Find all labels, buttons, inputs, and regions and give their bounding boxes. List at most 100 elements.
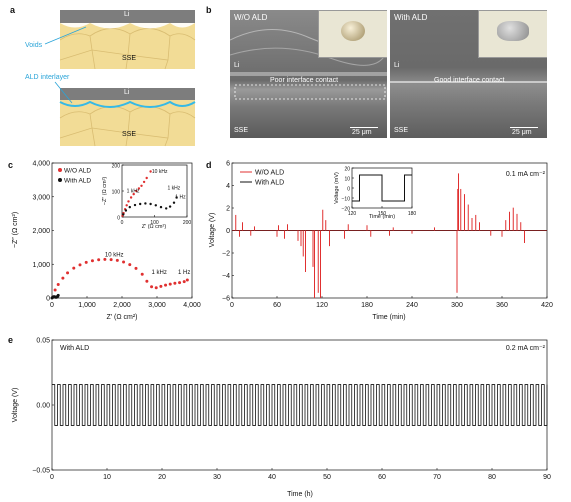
chart-d-ytick-label: −6 — [222, 296, 230, 303]
chart-c-inset-point-woald — [127, 200, 130, 203]
chart-c-annot-10khz: 10 kHz — [105, 253, 124, 259]
ald-interlayer-line — [59, 100, 196, 108]
chart-c-point-woald — [53, 288, 57, 292]
chart-d-ytick-label: 6 — [226, 161, 230, 168]
sem-image-right: With ALD Li Good interface contact SSE 2… — [390, 10, 547, 138]
chart-c-xtick-label: 2,000 — [113, 302, 131, 309]
chart-c-point-woald — [140, 272, 144, 276]
voids-top — [60, 23, 195, 29]
chart-e-ytick-label: 0.05 — [36, 338, 50, 345]
top-li-text: Li — [124, 11, 130, 18]
bottom-sse-text: SSE — [122, 131, 137, 138]
chart-d-inset-ylabel: Voltage (mV) — [334, 172, 340, 204]
chart-c-inset-point-withald — [124, 209, 128, 212]
ald-arrow — [54, 81, 73, 104]
chart-c-inset-bg — [122, 165, 187, 217]
chart-e-xtick-label: 90 — [543, 474, 551, 481]
chart-d-inset-trace — [352, 174, 412, 202]
chart-c-inset-point-woald — [142, 180, 146, 184]
schematic-bottom — [54, 81, 196, 147]
chart-d-xtick-label: 60 — [273, 302, 281, 309]
chart-d-ytick-label: −4 — [222, 273, 230, 280]
chart-c-inset-ytick-label: 200 — [112, 164, 121, 170]
li-layer-top — [60, 10, 195, 23]
chart-c-inset-point-withald — [154, 204, 157, 207]
chart-c-point-woald — [97, 258, 101, 262]
chart-c-ytick-label: 0 — [46, 296, 50, 303]
photo-right — [478, 10, 547, 58]
chart-d-xtick-label: 180 — [361, 302, 373, 309]
chart-c-point-woald — [182, 280, 186, 284]
chart-c-point-woald — [178, 281, 182, 285]
left-li: Li — [234, 62, 240, 69]
right-contact: Good interface contact — [434, 77, 505, 84]
left-scale: 25 μm — [352, 129, 372, 136]
chart-c-point-woald — [56, 283, 60, 286]
panel-d-label: d — [206, 160, 212, 170]
right-title: With ALD — [394, 13, 428, 22]
chart-d-inset-ytick-label: −10 — [342, 197, 351, 203]
left-sse: SSE — [234, 127, 249, 134]
chart-d-xtick-label: 240 — [406, 302, 418, 309]
chart-e-xtick-label: 10 — [103, 474, 111, 481]
panel-a-label: a — [10, 5, 16, 15]
bottom-li-text: Li — [124, 89, 130, 96]
chart-d-xlabel: Time (min) — [372, 314, 405, 321]
chart-c-inset-ylabel: −Z″ (Ω cm²) — [102, 177, 108, 206]
chart-c-point-woald — [164, 283, 168, 287]
chart-d-xtick-label: 120 — [316, 302, 328, 309]
li-disk-right — [497, 21, 529, 41]
chart-d-ylabel: Voltage (V) — [209, 213, 216, 248]
chart-d-ytick-label: 4 — [226, 183, 230, 190]
schematic-top — [44, 10, 196, 70]
chart-c-inset-point-withald — [133, 203, 137, 207]
chart-c-point-woald — [90, 259, 94, 263]
ald-interlayer-text: ALD interlayer — [25, 74, 70, 81]
chart-e-axes: 0 10 20 30 40 50 60 70 80 90 0.05 0.00 −0.05 — [32, 338, 551, 482]
chart-e-legend: With ALD — [60, 345, 89, 352]
chart-c-inset-point-withald — [165, 207, 168, 210]
chart-c-point-woald — [84, 260, 88, 264]
chart-c-annot-1hz: 1 Hz — [178, 270, 190, 276]
voids-text: Voids — [25, 42, 43, 49]
chart-c-inset-ytick-label: 100 — [112, 190, 121, 196]
chart-d-inset-xlabel: Time (min) — [369, 214, 395, 220]
sem-image-left: W/O ALD Li Poor interface contact SSE 25… — [230, 10, 387, 138]
chart-c-point-woald — [173, 281, 177, 285]
chart-c-inset-point-woald — [140, 184, 143, 187]
photo-left — [318, 10, 387, 58]
chart-c-inset-point-woald — [132, 192, 135, 196]
chart-c-inset-annot-1khz-a: 1 kHz — [127, 188, 140, 194]
chart-c-inset-ytick-label: 0 — [117, 216, 120, 222]
chart-d-inset-ytick-label: −20 — [342, 207, 351, 213]
chart-d-inset-xtick-label: 150 — [378, 211, 387, 217]
panel-b-label: b — [206, 5, 212, 15]
chart-c-ytick-label: 1,000 — [32, 262, 50, 269]
chart-c-point-woald — [168, 282, 172, 286]
chart-c-xtick-label: 4,000 — [183, 302, 201, 309]
chart-c-point-woald — [66, 271, 70, 275]
li-disk-left — [341, 21, 365, 41]
chart-c-xtick-label: 0 — [50, 302, 54, 309]
chart-c-axes: 0 1,000 2,000 3,000 4,000 0 1,000 2,000 3,000 4,0… — [32, 161, 200, 310]
chart-c-inset-point-woald — [129, 196, 133, 199]
chart-c-inset-annot-10khz: 10 kHz — [152, 169, 168, 175]
chart-c-inset-xtick-label: 100 — [150, 220, 159, 226]
chart-c-inset-point-withald — [122, 213, 125, 216]
panel-c-label: c — [8, 160, 13, 170]
li-layer-bottom — [60, 88, 195, 102]
chart-c-xlabel: Z′ (Ω cm²) — [106, 314, 137, 321]
chart-c-point-woald — [78, 263, 82, 267]
chart-d-ytick-label: −2 — [222, 251, 230, 258]
chart-e-xlabel: Time (h) — [287, 491, 313, 498]
chart-c-inset-point-woald — [125, 204, 128, 207]
chart-c-inset-xlabel: Z′ (Ω cm²) — [142, 224, 167, 230]
sse-block-top — [60, 23, 195, 69]
chart-c-inset-point-woald — [145, 176, 148, 180]
chart-c-inset-axes: 0 100 200 0 100 200 — [112, 164, 192, 227]
chart-c-inset-point-withald — [144, 202, 147, 205]
chart-d-legend-wo: W/O ALD — [255, 170, 284, 177]
chart-c-inset-point-withald — [168, 205, 172, 208]
chart-e-xtick-label: 80 — [488, 474, 496, 481]
